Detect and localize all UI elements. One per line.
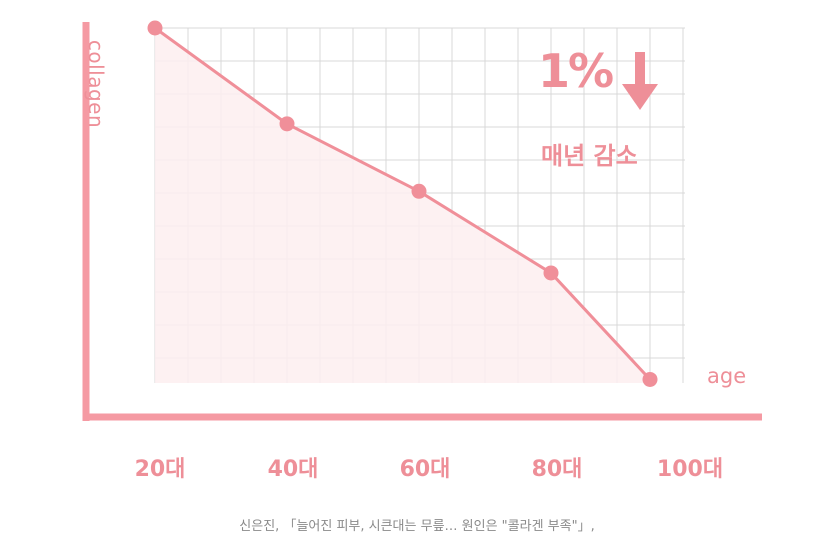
data-point (279, 116, 295, 132)
y-axis-label: collagen (84, 39, 108, 129)
x-tick-labels: 20대 40대 60대 80대 100대 (135, 457, 724, 482)
data-point (642, 371, 658, 387)
x-tick-label: 40대 (268, 457, 319, 482)
x-axis-label: age (707, 364, 747, 388)
annotation-text: 매년 감소 (541, 142, 638, 170)
source-caption: 신은진, 「늘어진 피부, 시큰대는 무릎… 원인은 "콜라겐 부족"」, (239, 519, 595, 534)
annotation-percent: 1% (538, 44, 614, 98)
data-point (147, 20, 163, 36)
x-tick-label: 20대 (135, 457, 186, 482)
data-point (543, 265, 559, 281)
data-points (147, 20, 658, 387)
x-tick-label: 60대 (400, 457, 451, 482)
x-tick-label: 100대 (657, 457, 723, 482)
down-arrow-icon (622, 52, 658, 110)
data-point (411, 183, 427, 199)
x-tick-label: 80대 (532, 457, 583, 482)
area-fill (155, 28, 650, 383)
